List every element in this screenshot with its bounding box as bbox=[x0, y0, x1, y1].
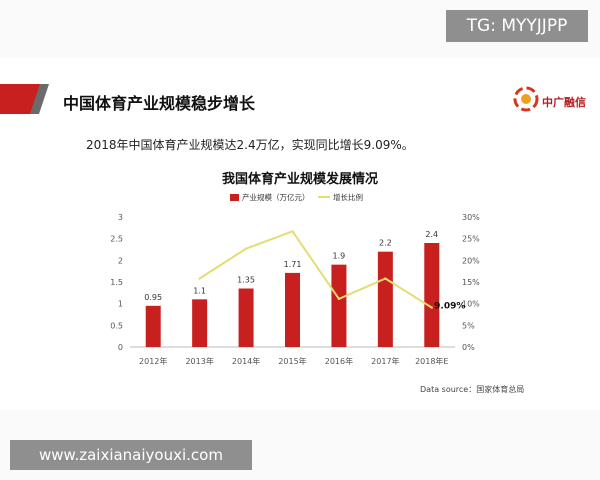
x-tick-label-4: 2016年 bbox=[325, 356, 353, 366]
header-accent-stripe bbox=[30, 84, 49, 114]
y-right-tick-label: 20% bbox=[462, 256, 480, 265]
bar-4 bbox=[331, 264, 347, 347]
bar-label-5: 2.2 bbox=[379, 239, 392, 248]
y-right-tick-label: 15% bbox=[462, 278, 480, 287]
bar-3 bbox=[285, 272, 300, 347]
x-tick-label-6: 2018年E bbox=[415, 356, 448, 366]
y-left-tick-label: 2 bbox=[118, 256, 123, 265]
legend-label-bar: 产业规模（万亿元） bbox=[242, 192, 310, 202]
growth-point-2 bbox=[244, 247, 248, 250]
y-right-tick-label: 10% bbox=[462, 300, 480, 309]
watermark-site: www.zaixianaiyouxi.com bbox=[10, 440, 252, 470]
y-right-tick-label: 25% bbox=[462, 235, 480, 244]
bar-label-4: 1.9 bbox=[333, 252, 346, 261]
bar-2 bbox=[238, 288, 254, 347]
growth-point-6 bbox=[430, 306, 433, 309]
x-tick-label-3: 2015年 bbox=[278, 356, 306, 366]
header-banner bbox=[0, 84, 49, 114]
x-tick-label-1: 2013年 bbox=[185, 356, 213, 366]
y-left-tick-label: 0.5 bbox=[110, 321, 123, 330]
summary-text: 2018年中国体育产业规模达2.4万亿，实现同比增长9.09%。 bbox=[86, 138, 414, 152]
watermark-tg: TG: MYYJJPP bbox=[446, 10, 588, 42]
y-left-tick-label: 1.5 bbox=[110, 278, 123, 287]
y-left-tick-label: 2.5 bbox=[110, 235, 123, 244]
y-left-tick-label: 0 bbox=[118, 343, 123, 352]
bar-label-6: 2.4 bbox=[425, 230, 438, 239]
bar-label-3: 1.71 bbox=[284, 260, 302, 269]
bar-label-0: 0.95 bbox=[144, 293, 162, 302]
x-tick-label-0: 2012年 bbox=[139, 356, 167, 366]
bar-label-1: 1.1 bbox=[193, 286, 206, 295]
bar-1 bbox=[192, 299, 208, 347]
y-right-tick-label: 0% bbox=[462, 343, 475, 352]
chart-title: 我国体育产业规模发展情况 bbox=[221, 172, 378, 187]
bar-label-2: 1.35 bbox=[237, 276, 255, 285]
y-left-tick-label: 1 bbox=[118, 300, 123, 309]
growth-point-3 bbox=[291, 230, 294, 233]
legend-swatch-bar bbox=[230, 194, 239, 201]
growth-line bbox=[199, 230, 433, 309]
y-right-tick-label: 30% bbox=[462, 213, 480, 222]
x-tick-label-5: 2017年 bbox=[371, 356, 399, 366]
legend-label-line: 增长比例 bbox=[333, 192, 363, 202]
bar-5 bbox=[377, 251, 393, 347]
bar-0 bbox=[145, 305, 161, 347]
logo-text: 中广融信 bbox=[542, 96, 586, 109]
page-title: 中国体育产业规模稳步增长 bbox=[63, 94, 256, 113]
growth-point-1 bbox=[198, 277, 201, 280]
data-source: Data source：国家体育总局 bbox=[420, 385, 525, 394]
growth-point-4 bbox=[337, 297, 341, 301]
y-left-tick-label: 3 bbox=[118, 213, 123, 222]
growth-annotation: 9.09% bbox=[434, 302, 465, 312]
growth-point-5 bbox=[384, 277, 387, 280]
x-tick-label-2: 2014年 bbox=[232, 356, 260, 366]
logo-icon bbox=[513, 86, 539, 112]
bar-6 bbox=[424, 243, 440, 347]
y-right-tick-label: 5% bbox=[462, 321, 475, 330]
